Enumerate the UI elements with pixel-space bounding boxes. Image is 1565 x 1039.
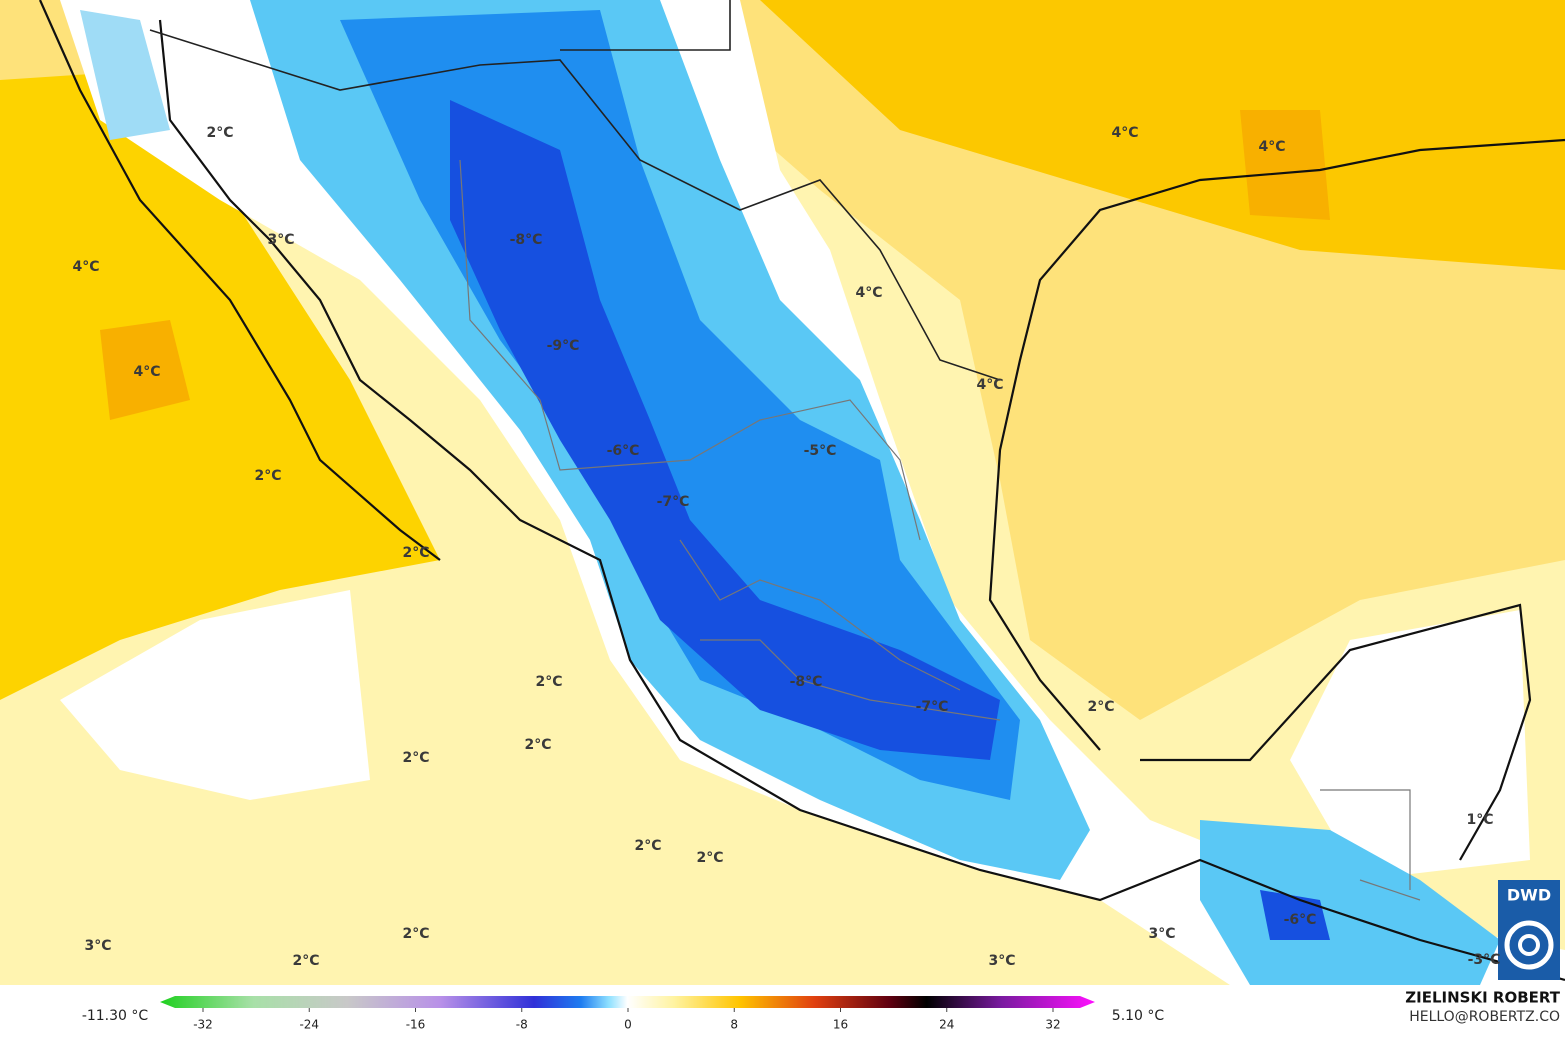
colorbar-max: 5.10 °C [1112, 1008, 1165, 1024]
temperature-label: -7°C [657, 494, 690, 510]
temperature-label: -9°C [547, 338, 580, 354]
colorbar-min: -11.30 °C [82, 1008, 149, 1024]
temperature-label: -5°C [804, 443, 837, 459]
temperature-label: 2°C [254, 468, 281, 484]
colorbar-tick-label: 32 [1045, 1018, 1060, 1032]
temperature-label: 3°C [84, 938, 111, 954]
temperature-label: 2°C [206, 125, 233, 141]
temperature-label: 3°C [988, 953, 1015, 969]
colorbar: -11.30 °C 5.10 °C -32 -24 -16 -8 0 8 16 24 32 [82, 996, 1165, 1032]
colorbar-tick-label: 0 [624, 1018, 632, 1032]
logo: DWD [1507, 886, 1551, 905]
temperature-label: 4°C [1111, 125, 1138, 141]
temperature-label: -6°C [1284, 912, 1317, 928]
temperature-label: 2°C [535, 674, 562, 690]
temperature-label: 2°C [1087, 699, 1114, 715]
author: ZIELINSKI ROBERT [1405, 989, 1560, 1007]
temperature-label: -6°C [607, 443, 640, 459]
temperature-label: 2°C [696, 850, 723, 866]
temperature-label: -8°C [790, 674, 823, 690]
map-field: DWD [0, 0, 1565, 985]
temperature-label: 2°C [524, 737, 551, 753]
temperature-label: 2°C [292, 953, 319, 969]
colorbar-tick-label: 24 [939, 1018, 954, 1032]
colorbar-tick-label: -24 [299, 1018, 319, 1032]
colorbar-tick-label: 8 [730, 1018, 738, 1032]
temperature-label: 4°C [976, 377, 1003, 393]
temperature-labels: 2°C 3°C 4°C 4°C 2°C 2°C -8°C -9°C -6°C -7°C -5°C 4°… [72, 125, 1500, 969]
temperature-label: 4°C [133, 364, 160, 380]
colorbar-tick-label: 16 [833, 1018, 848, 1032]
temperature-label: -8°C [510, 232, 543, 248]
temperature-label: 3°C [267, 232, 294, 248]
temperature-label: -3°C [1468, 952, 1501, 968]
temperature-label: 2°C [402, 545, 429, 561]
temperature-label: 3°C [1148, 926, 1175, 942]
temperature-label: -7°C [916, 699, 949, 715]
temperature-label: 2°C [402, 926, 429, 942]
contact: HELLO@ROBERTZ.CO [1409, 1009, 1560, 1025]
temperature-label: 1°C [1466, 812, 1493, 828]
temperature-label: 4°C [72, 259, 99, 275]
colorbar-tick-label: -32 [193, 1018, 213, 1032]
temperature-label: 4°C [1258, 139, 1285, 155]
temperature-label: 2°C [634, 838, 661, 854]
colorbar-tick-label: -16 [406, 1018, 426, 1032]
colorbar-tick-label: -8 [516, 1018, 528, 1032]
temperature-label: 2°C [402, 750, 429, 766]
temperature-label: 4°C [855, 285, 882, 301]
